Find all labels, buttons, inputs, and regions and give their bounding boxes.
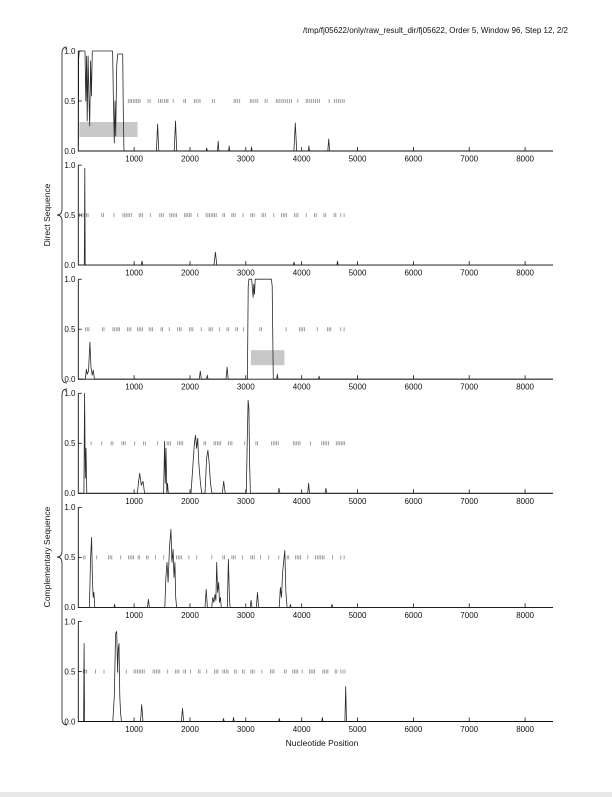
panels-group: 1000 2000 3000 4000 5000 6000 7000 8000 0.0 0.5 1.… (64, 47, 553, 734)
x-tick-label: 4000 (293, 383, 311, 392)
x-tick-label: 2000 (181, 611, 199, 620)
complementary-sequence-brace (56, 388, 68, 726)
plot-title: /tmp/fj05622/only/raw_result_dir/fj05622… (303, 26, 569, 35)
x-tick-label: 5000 (349, 725, 367, 734)
y-tick-label: 0.0 (64, 147, 76, 156)
x-tick-label: 6000 (405, 725, 423, 734)
codon-markers (82, 555, 345, 560)
x-tick-label: 7000 (460, 497, 478, 506)
panel-1: 1000 2000 3000 4000 5000 6000 7000 8000 0.0 0.5 1.… (64, 47, 553, 164)
y-tick-label: 1.0 (64, 275, 76, 284)
orf-shading-box (250, 350, 285, 366)
x-tick-label: 5000 (349, 269, 367, 278)
x-tick-label: 6000 (405, 383, 423, 392)
codon-markers (82, 669, 346, 674)
x-tick-label: 3000 (237, 725, 255, 734)
x-tick-label: 2000 (181, 269, 199, 278)
y-tick-label: 1.0 (64, 161, 76, 170)
panel-axes (77, 393, 553, 494)
x-tick-label: 2000 (181, 155, 199, 164)
x-tick-label: 5000 (349, 155, 367, 164)
y-tick-label: 1.0 (64, 47, 76, 56)
panel-4: 1000 2000 3000 4000 5000 6000 7000 8000 0.0 0.5 1.… (64, 389, 553, 506)
y-tick-label: 0.5 (64, 325, 76, 334)
direct-sequence-label: Direct Sequence (42, 183, 52, 246)
y-tick-label: 0.0 (64, 261, 76, 270)
x-tick-label: 8000 (516, 155, 534, 164)
x-tick-label: 5000 (349, 383, 367, 392)
x-tick-label: 5000 (349, 497, 367, 506)
x-tick-label: 8000 (516, 383, 534, 392)
x-tick-label: 4000 (293, 269, 311, 278)
y-tick-label: 0.5 (64, 553, 76, 562)
codon-markers (79, 213, 345, 218)
panel-6: 1000 2000 3000 4000 5000 6000 7000 8000 0.0 0.5 1.… (64, 617, 553, 734)
x-axis-label: Nucleotide Position (286, 738, 359, 748)
y-tick-label: 0.0 (64, 375, 76, 384)
x-tick-label: 1000 (125, 383, 143, 392)
y-tick-label: 1.0 (64, 503, 76, 512)
y-tick-label: 0.5 (64, 211, 76, 220)
x-tick-label: 3000 (237, 269, 255, 278)
x-tick-label: 8000 (516, 269, 534, 278)
x-tick-label: 1000 (125, 269, 143, 278)
x-tick-label: 8000 (516, 497, 534, 506)
x-tick-label: 4000 (293, 725, 311, 734)
x-tick-label: 6000 (405, 497, 423, 506)
x-tick-label: 3000 (237, 383, 255, 392)
panel-2: 1000 2000 3000 4000 5000 6000 7000 8000 0.0 0.5 1.… (64, 161, 553, 278)
probability-curve (77, 50, 553, 152)
x-tick-label: 7000 (460, 155, 478, 164)
y-tick-label: 0.5 (64, 667, 76, 676)
y-tick-label: 0.0 (64, 603, 76, 612)
x-tick-label: 2000 (181, 497, 199, 506)
x-tick-label: 7000 (460, 383, 478, 392)
probability-curve (78, 392, 553, 494)
x-tick-label: 6000 (405, 155, 423, 164)
codon-markers (90, 441, 346, 446)
x-tick-label: 4000 (293, 155, 311, 164)
x-tick-label: 2000 (181, 725, 199, 734)
x-tick-label: 4000 (293, 611, 311, 620)
panel-axes (77, 621, 553, 722)
x-tick-label: 4000 (293, 497, 311, 506)
orf-shading-box (79, 122, 138, 137)
direct-sequence-brace (56, 46, 68, 384)
codon-markers (85, 327, 345, 332)
complementary-sequence-label: Complementary Sequence (42, 506, 52, 607)
y-tick-label: 0.0 (64, 717, 76, 726)
x-tick-label: 3000 (237, 497, 255, 506)
x-tick-label: 1000 (125, 611, 143, 620)
x-tick-label: 2000 (181, 383, 199, 392)
y-tick-label: 1.0 (64, 389, 76, 398)
x-tick-label: 8000 (516, 611, 534, 620)
x-tick-label: 8000 (516, 725, 534, 734)
x-tick-label: 6000 (405, 269, 423, 278)
x-tick-label: 1000 (125, 155, 143, 164)
panel-3: 1000 2000 3000 4000 5000 6000 7000 8000 0.0 0.5 1.… (64, 275, 553, 392)
y-tick-label: 0.0 (64, 489, 76, 498)
y-tick-label: 1.0 (64, 617, 76, 626)
probability-curve (78, 167, 553, 266)
panel-axes (77, 165, 553, 266)
x-tick-label: 5000 (349, 611, 367, 620)
x-tick-label: 1000 (125, 725, 143, 734)
x-tick-label: 3000 (237, 611, 255, 620)
x-tick-label: 7000 (460, 269, 478, 278)
codon-markers (127, 99, 345, 103)
probability-curve (78, 631, 553, 722)
y-tick-label: 0.5 (64, 439, 76, 448)
x-tick-label: 6000 (405, 611, 423, 620)
x-tick-label: 7000 (460, 725, 478, 734)
x-tick-label: 7000 (460, 611, 478, 620)
x-tick-label: 1000 (125, 497, 143, 506)
y-tick-label: 0.5 (64, 97, 76, 106)
x-tick-label: 3000 (237, 155, 255, 164)
panel-5: 1000 2000 3000 4000 5000 6000 7000 8000 0.0 0.5 1.… (64, 503, 553, 620)
probability-curve (78, 529, 553, 608)
